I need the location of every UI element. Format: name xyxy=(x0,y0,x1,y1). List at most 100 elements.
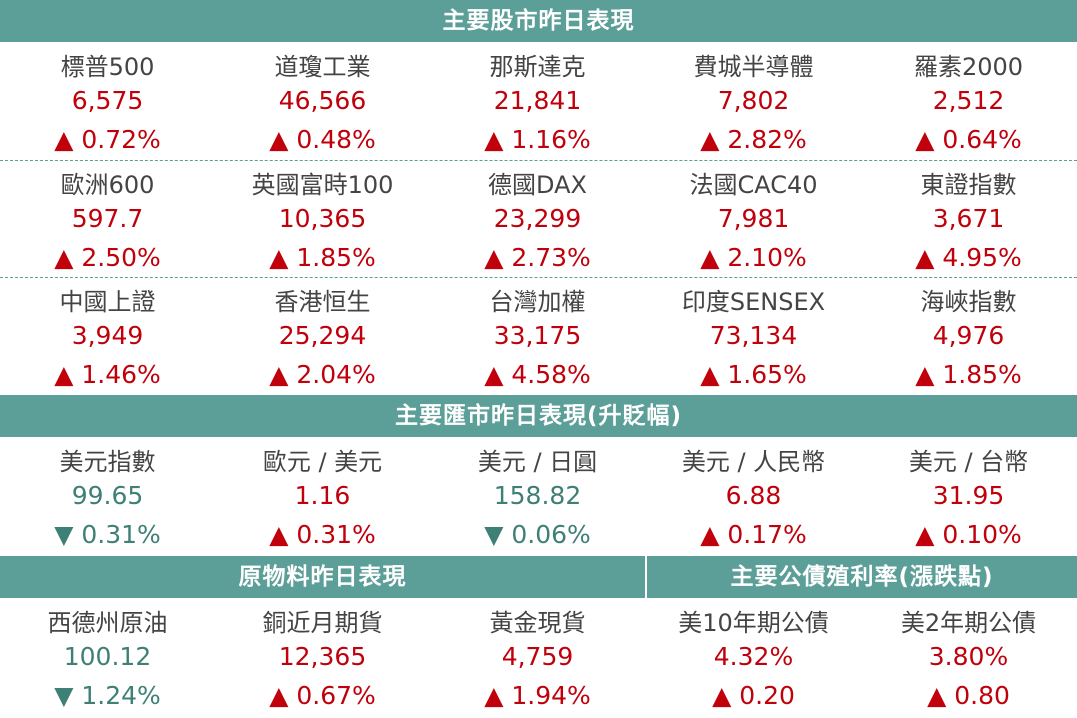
quote-change: ▲ 1.16% xyxy=(484,125,591,154)
quote-cell: 美元 / 日圓 158.82 ▼ 0.06% xyxy=(430,437,645,554)
quote-cell: 法國CAC40 7,981 ▲ 2.10% xyxy=(646,160,861,277)
quote-name: 東證指數 xyxy=(920,171,1017,199)
quote-change: ▲ 0.67% xyxy=(269,681,376,710)
quote-value: 3,671 xyxy=(932,204,1005,233)
quote-name: 銅近月期貨 xyxy=(262,609,383,637)
quote-change: ▼ 0.31% xyxy=(54,520,161,549)
quote-name: 英國富時100 xyxy=(251,171,394,199)
commodity-bond-header: 原物料昨日表現 主要公債殖利率(漲跌點) xyxy=(0,556,1077,598)
quote-name: 美元 / 台幣 xyxy=(908,448,1029,476)
quote-cell: 西德州原油 100.12 ▼ 1.24% xyxy=(0,598,215,715)
quote-change: ▲ 4.95% xyxy=(915,243,1022,272)
quote-change: ▲ 2.73% xyxy=(484,243,591,272)
quote-name: 香港恒生 xyxy=(274,288,371,316)
quote-change: ▲ 2.10% xyxy=(700,243,807,272)
quote-value: 100.12 xyxy=(63,642,152,671)
quote-cell: 銅近月期貨 12,365 ▲ 0.67% xyxy=(215,598,430,715)
quote-name: 羅素2000 xyxy=(913,53,1024,81)
quote-name: 美10年期公債 xyxy=(678,609,829,637)
quote-name: 海峽指數 xyxy=(920,288,1017,316)
quote-name: 標普500 xyxy=(60,53,155,81)
quote-change: ▲ 2.04% xyxy=(269,360,376,389)
stock-row: 歐洲600 597.7 ▲ 2.50% 英國富時100 10,365 ▲ 1.8… xyxy=(0,160,1077,277)
quote-change: ▲ 1.85% xyxy=(915,360,1022,389)
row-divider xyxy=(0,277,1077,278)
quote-value: 31.95 xyxy=(932,481,1005,510)
quote-cell: 美10年期公債 4.32% ▲ 0.20 xyxy=(646,598,861,715)
quote-value: 597.7 xyxy=(71,204,144,233)
row-divider xyxy=(0,160,1077,161)
quote-name: 印度SENSEX xyxy=(681,288,826,316)
quote-name: 費城半導體 xyxy=(693,53,814,81)
quote-name: 黃金現貨 xyxy=(489,609,586,637)
quote-name: 美2年期公債 xyxy=(900,609,1037,637)
stock-row: 中國上證 3,949 ▲ 1.46% 香港恒生 25,294 ▲ 2.04% 台… xyxy=(0,277,1077,394)
quote-cell: 費城半導體 7,802 ▲ 2.82% xyxy=(646,42,861,159)
quote-change: ▲ 0.48% xyxy=(269,125,376,154)
quote-name: 歐洲600 xyxy=(60,171,155,199)
quote-value: 33,175 xyxy=(493,321,582,350)
quote-cell: 中國上證 3,949 ▲ 1.46% xyxy=(0,277,215,394)
quote-value: 2,512 xyxy=(932,86,1005,115)
quote-name: 那斯達克 xyxy=(489,53,586,81)
quote-value: 46,566 xyxy=(278,86,367,115)
quote-change: ▲ 2.50% xyxy=(54,243,161,272)
quote-cell: 美元 / 台幣 31.95 ▲ 0.10% xyxy=(861,437,1076,554)
quote-name: 美元 / 日圓 xyxy=(477,448,598,476)
quote-cell: 羅素2000 2,512 ▲ 0.64% xyxy=(861,42,1076,159)
quote-value: 3,949 xyxy=(71,321,144,350)
stock-row: 標普500 6,575 ▲ 0.72% 道瓊工業 46,566 ▲ 0.48% … xyxy=(0,42,1077,159)
quote-name: 美元 / 人民幣 xyxy=(681,448,826,476)
quote-cell: 歐洲600 597.7 ▲ 2.50% xyxy=(0,160,215,277)
quote-value: 4.32% xyxy=(713,642,794,671)
fx-row: 美元指數 99.65 ▼ 0.31% 歐元 / 美元 1.16 ▲ 0.31% … xyxy=(0,437,1077,554)
quote-cell: 海峽指數 4,976 ▲ 1.85% xyxy=(861,277,1076,394)
quote-change: ▲ 0.64% xyxy=(915,125,1022,154)
fx-section-title: 主要匯市昨日表現(升貶幅) xyxy=(394,403,683,429)
quote-cell: 東證指數 3,671 ▲ 4.95% xyxy=(861,160,1076,277)
commodity-bond-row: 西德州原油 100.12 ▼ 1.24% 銅近月期貨 12,365 ▲ 0.67… xyxy=(0,598,1077,715)
quote-cell: 美元指數 99.65 ▼ 0.31% xyxy=(0,437,215,554)
quote-cell: 英國富時100 10,365 ▲ 1.85% xyxy=(215,160,430,277)
quote-name: 西德州原油 xyxy=(47,609,168,637)
quote-cell: 歐元 / 美元 1.16 ▲ 0.31% xyxy=(215,437,430,554)
quote-name: 台灣加權 xyxy=(489,288,586,316)
quote-value: 4,759 xyxy=(501,642,574,671)
stock-section-header: 主要股市昨日表現 xyxy=(0,0,1077,42)
quote-cell: 美2年期公債 3.80% ▲ 0.80 xyxy=(861,598,1076,715)
quote-name: 歐元 / 美元 xyxy=(262,448,383,476)
quote-cell: 美元 / 人民幣 6.88 ▲ 0.17% xyxy=(646,437,861,554)
quote-change: ▼ 1.24% xyxy=(54,681,161,710)
quote-change: ▲ 1.85% xyxy=(269,243,376,272)
quote-change: ▲ 0.20 xyxy=(712,681,795,710)
quote-change: ▼ 0.06% xyxy=(484,520,591,549)
quote-name: 德國DAX xyxy=(488,171,587,199)
quote-value: 7,802 xyxy=(717,86,790,115)
quote-change: ▲ 1.94% xyxy=(484,681,591,710)
quote-change: ▲ 0.31% xyxy=(269,520,376,549)
quote-name: 法國CAC40 xyxy=(689,171,818,199)
quote-value: 4,976 xyxy=(932,321,1005,350)
stock-section-title: 主要股市昨日表現 xyxy=(442,8,635,34)
quote-change: ▲ 1.46% xyxy=(54,360,161,389)
quote-cell: 印度SENSEX 73,134 ▲ 1.65% xyxy=(646,277,861,394)
quote-cell: 標普500 6,575 ▲ 0.72% xyxy=(0,42,215,159)
quote-value: 25,294 xyxy=(278,321,367,350)
quote-cell: 香港恒生 25,294 ▲ 2.04% xyxy=(215,277,430,394)
quote-cell: 德國DAX 23,299 ▲ 2.73% xyxy=(430,160,645,277)
quote-value: 158.82 xyxy=(493,481,582,510)
quote-change: ▲ 0.72% xyxy=(54,125,161,154)
quote-change: ▲ 4.58% xyxy=(484,360,591,389)
quote-cell: 道瓊工業 46,566 ▲ 0.48% xyxy=(215,42,430,159)
quote-change: ▲ 0.17% xyxy=(700,520,807,549)
quote-value: 10,365 xyxy=(278,204,367,233)
quote-value: 3.80% xyxy=(928,642,1009,671)
quote-value: 12,365 xyxy=(278,642,367,671)
quote-value: 21,841 xyxy=(493,86,582,115)
quote-change: ▲ 2.82% xyxy=(700,125,807,154)
fx-section-header: 主要匯市昨日表現(升貶幅) xyxy=(0,395,1077,437)
quote-name: 美元指數 xyxy=(59,448,156,476)
quote-value: 73,134 xyxy=(709,321,798,350)
quote-value: 6,575 xyxy=(71,86,144,115)
